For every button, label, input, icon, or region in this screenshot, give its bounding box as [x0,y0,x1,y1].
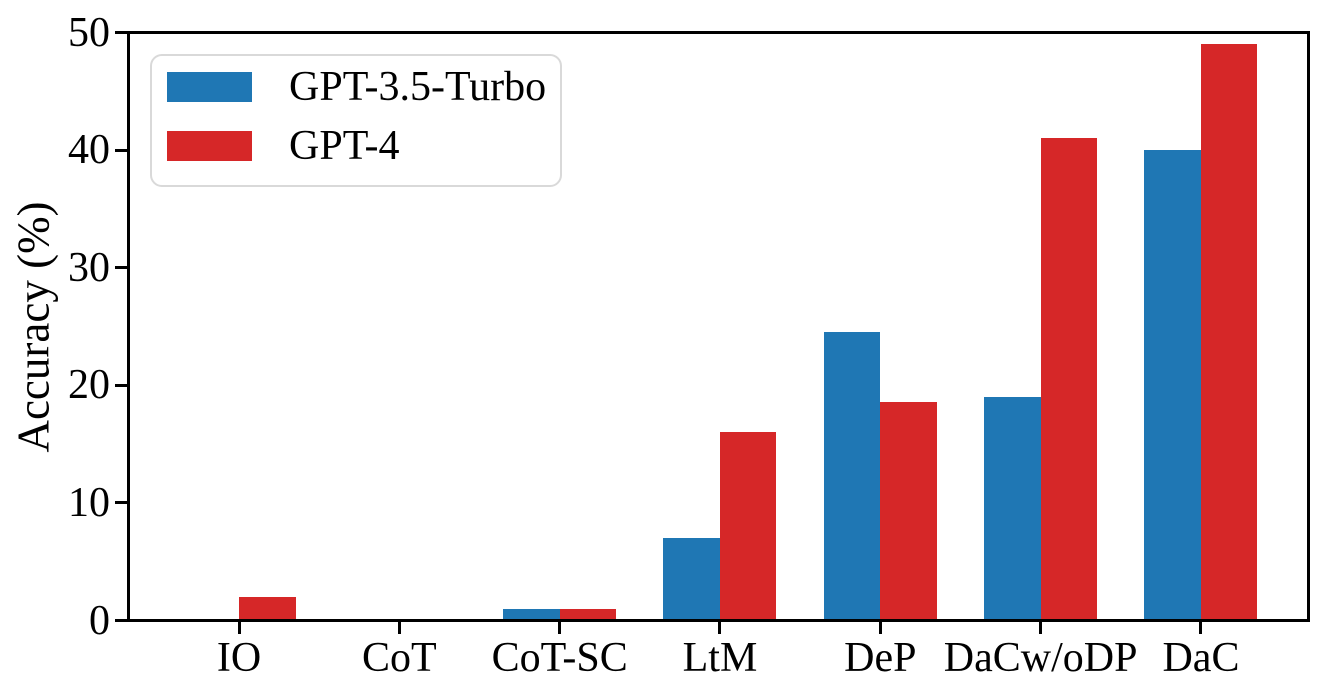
x-tick-mark [237,622,241,634]
x-tick-label: DaCw/oDP [943,635,1138,681]
x-tick-label: CoT [361,635,437,681]
y-tick-label: 40 [68,127,110,174]
legend-row: GPT-3.5-Turbo [167,64,560,110]
y-tick-label: 0 [89,597,110,644]
x-tick-mark [718,622,722,634]
y-tick-mark [115,619,127,622]
legend-label: GPT-3.5-Turbo [289,64,547,110]
bar-gpt-4-dac [1200,44,1258,621]
y-tick-mark [115,148,127,152]
legend-swatch [167,131,252,161]
bar-gpt-3-5-turbo-cot-sc [503,608,560,621]
axis-top-spine [127,31,1310,34]
bar-gpt-4-ltm [719,432,777,621]
y-tick-mark [115,383,127,387]
bar-gpt-3-5-turbo-ltm [663,538,720,621]
x-tick-label: LtM [682,635,758,681]
x-tick-mark [1199,622,1203,634]
x-tick-label: CoT-SC [491,635,628,681]
y-tick-label: 10 [68,479,110,526]
y-axis-label: Accuracy (%) [8,201,59,453]
axis-bottom-spine [127,619,1310,622]
bar-gpt-3-5-turbo-dac [1144,150,1201,621]
y-tick-label: 20 [68,362,110,409]
legend-swatch [167,72,252,102]
y-tick-mark [115,266,127,270]
bar-gpt-4-dacw-odp [1040,138,1098,621]
x-tick-label: IO [216,635,262,681]
x-tick-mark [878,622,882,634]
y-tick-label: 30 [68,244,110,291]
y-tick-mark [115,31,127,34]
axis-left-spine [127,31,130,622]
bar-gpt-3-5-turbo-dacw-odp [984,397,1041,621]
y-tick-label: 50 [68,9,110,56]
bar-gpt-4-io [239,596,296,621]
x-tick-mark [1039,622,1043,634]
x-tick-mark [397,622,401,634]
y-tick-mark [115,501,127,505]
legend-label: GPT-4 [289,123,400,169]
x-tick-mark [558,622,562,634]
bar-gpt-4-dep [880,401,937,621]
legend: GPT-3.5-Turbo GPT-4 [150,54,562,187]
legend-row: GPT-4 [167,123,560,169]
axis-right-spine [1307,31,1310,622]
bar-gpt-4-cot-sc [559,608,617,621]
x-tick-label: DaC [1162,635,1240,681]
bar-gpt-3-5-turbo-dep [823,332,881,621]
x-tick-label: DeP [844,635,917,681]
